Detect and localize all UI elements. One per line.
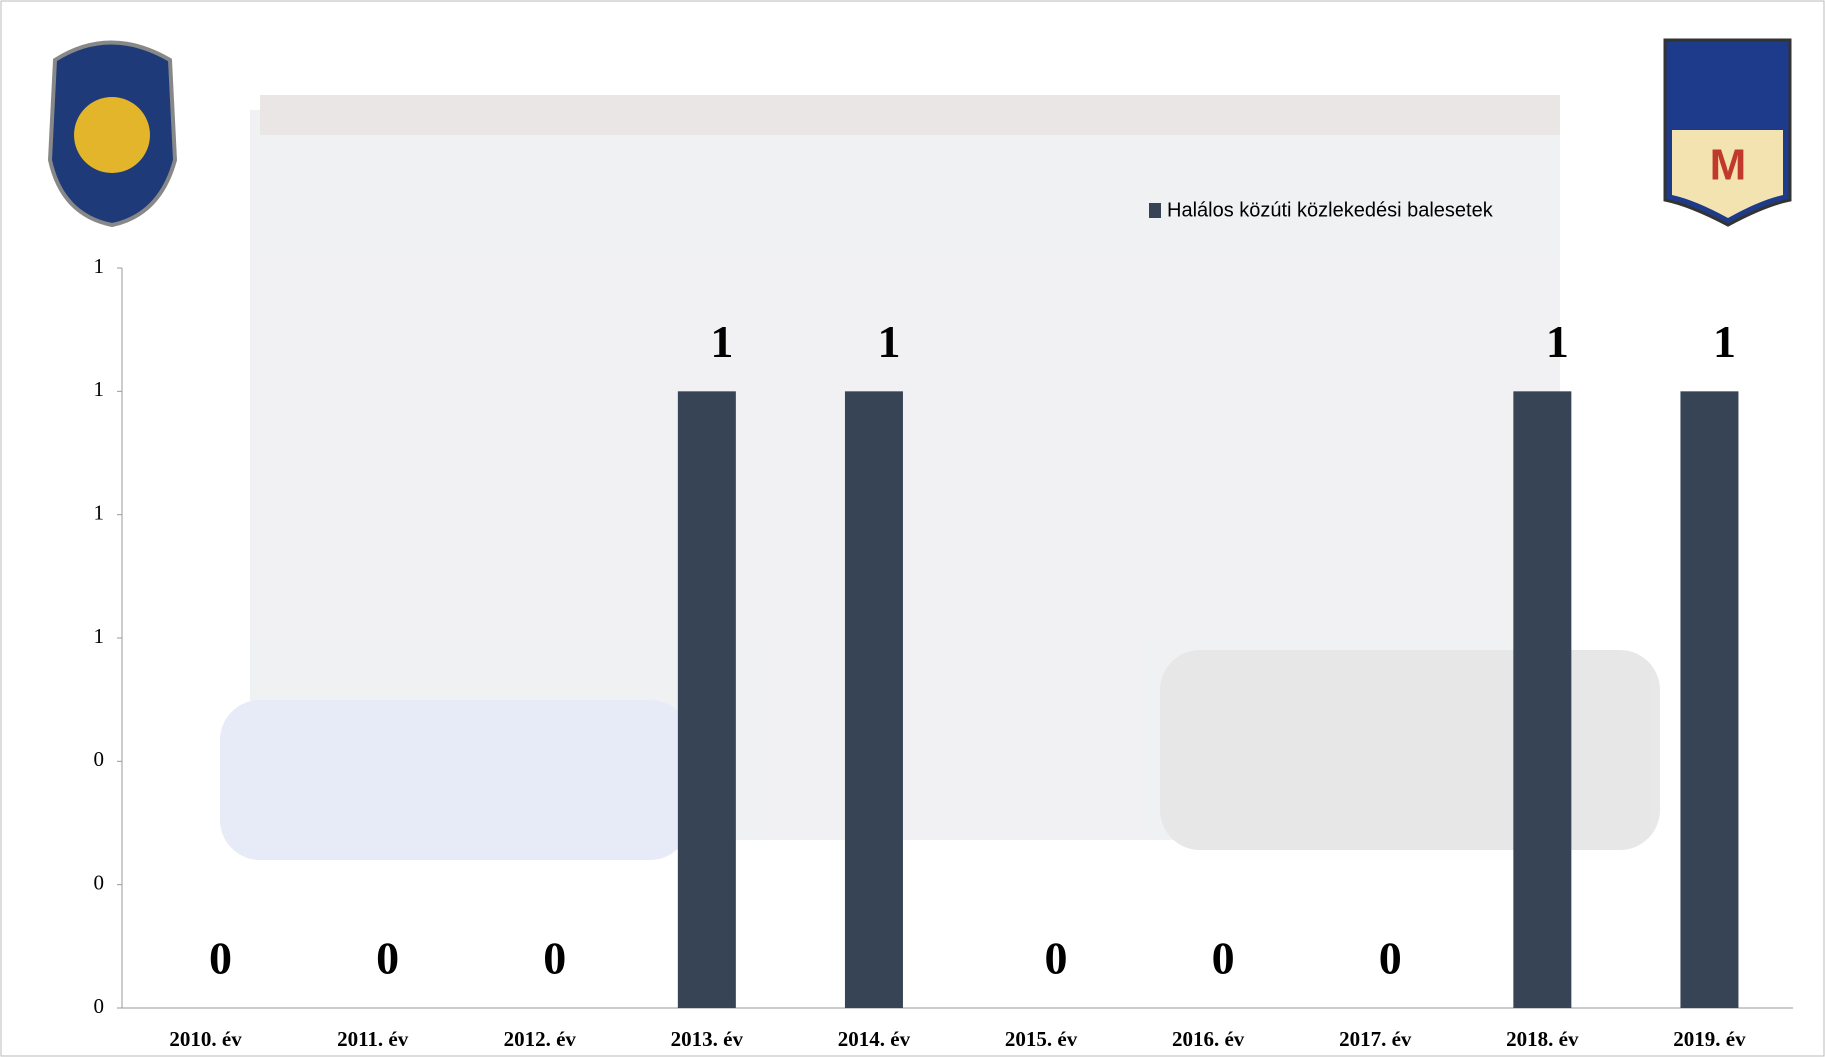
legend-swatch	[1149, 203, 1161, 218]
data-label: 1	[1546, 316, 1569, 367]
bar	[844, 391, 903, 1008]
y-tick-label: 0	[94, 870, 105, 894]
data-label: 1	[877, 316, 900, 367]
bar	[677, 391, 736, 1008]
x-tick-label: 2016. év	[1172, 1027, 1245, 1051]
data-label: 0	[376, 933, 399, 984]
y-tick-label: 1	[94, 500, 105, 524]
svg-text:M: M	[1710, 141, 1747, 190]
y-tick-label: 1	[94, 624, 105, 648]
x-tick-label: 2014. év	[838, 1027, 911, 1051]
y-tick-label: 1	[94, 377, 105, 401]
x-tick-label: 2018. év	[1506, 1027, 1579, 1051]
bar	[1513, 391, 1572, 1008]
data-label: 1	[710, 316, 733, 367]
y-tick-label: 1	[94, 254, 105, 278]
data-label: 0	[1212, 933, 1235, 984]
data-label: 0	[1379, 933, 1402, 984]
x-tick-label: 2017. év	[1339, 1027, 1412, 1051]
legend-label: Halálos közúti közlekedési balesetek	[1167, 199, 1494, 221]
x-tick-label: 2011. év	[337, 1027, 409, 1051]
x-tick-label: 2019. év	[1673, 1027, 1746, 1051]
bar	[1680, 391, 1739, 1008]
x-tick-label: 2015. év	[1005, 1027, 1078, 1051]
data-label: 1	[1713, 316, 1736, 367]
data-label: 0	[1045, 933, 1068, 984]
y-tick-label: 0	[94, 747, 105, 771]
x-tick-label: 2013. év	[671, 1027, 744, 1051]
data-label: 0	[543, 933, 566, 984]
town-crest: M	[1663, 38, 1792, 227]
data-label: 0	[209, 933, 232, 984]
x-tick-label: 2010. év	[169, 1027, 242, 1051]
y-tick-label: 0	[94, 994, 105, 1018]
x-tick-label: 2012. év	[504, 1027, 577, 1051]
police-logo	[47, 40, 178, 228]
